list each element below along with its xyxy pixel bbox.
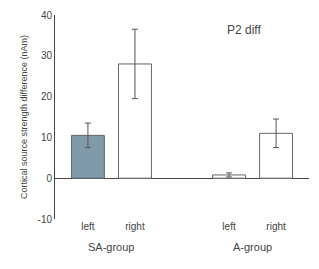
svg-text:Cortical source strength diffe: Cortical source strength difference (nAm… [19,35,29,199]
svg-text:20: 20 [41,91,53,102]
svg-text:right: right [266,221,286,232]
svg-text:30: 30 [41,50,53,61]
svg-text:-10: -10 [38,214,53,225]
svg-text:0: 0 [46,173,52,184]
svg-text:40: 40 [41,10,53,21]
svg-text:left: left [81,221,95,232]
svg-text:SA-group: SA-group [88,241,134,253]
svg-text:right: right [125,221,145,232]
svg-text:P2 diff: P2 diff [227,23,261,37]
svg-text:A-group: A-group [233,241,272,253]
svg-text:10: 10 [41,132,53,143]
svg-text:left: left [222,221,236,232]
